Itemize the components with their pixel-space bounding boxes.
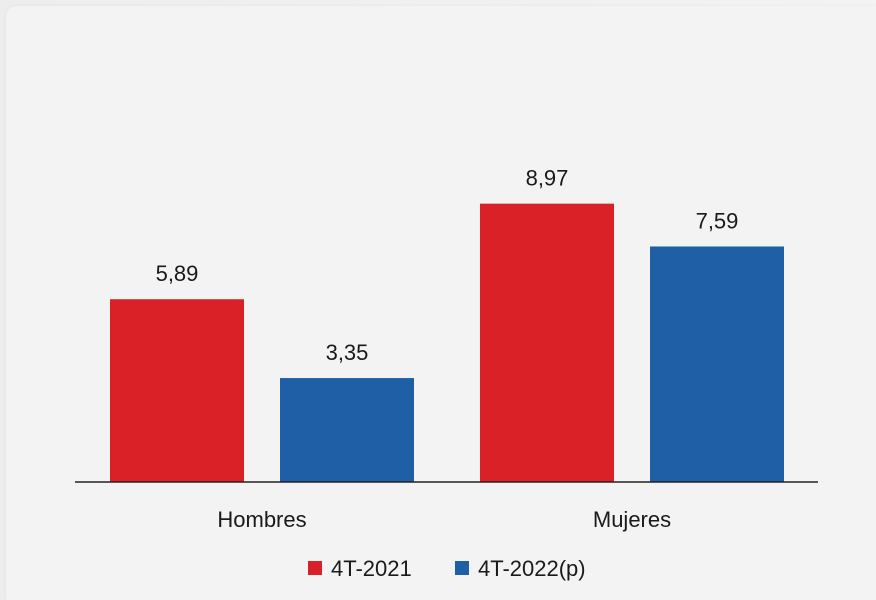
bar-4t-2022-p--hombres xyxy=(280,378,414,482)
bar-4t-2021-mujeres xyxy=(480,203,614,483)
category-labels-group: Hombres Mujeres xyxy=(217,507,671,532)
legend-swatch-4t-2021 xyxy=(308,561,322,575)
data-label: 8,97 xyxy=(526,166,569,191)
legend: 4T-2021 4T-2022(p) xyxy=(308,556,586,581)
data-label: 3,35 xyxy=(326,340,369,365)
bar-4t-2021-hombres xyxy=(110,299,244,482)
data-label: 5,89 xyxy=(156,261,199,286)
data-label: 7,59 xyxy=(696,208,739,233)
category-label-hombres: Hombres xyxy=(217,507,306,532)
bar-4t-2022-p--mujeres xyxy=(650,246,784,482)
category-label-mujeres: Mujeres xyxy=(593,507,671,532)
legend-swatch-4t-2022-p- xyxy=(455,561,469,575)
legend-label-4t-2021: 4T-2021 xyxy=(331,556,412,581)
legend-label-4t-2022-p-: 4T-2022(p) xyxy=(478,556,586,581)
bars-group xyxy=(110,203,784,483)
value-labels-group: 5,89 3,35 8,97 7,59 xyxy=(156,166,739,365)
